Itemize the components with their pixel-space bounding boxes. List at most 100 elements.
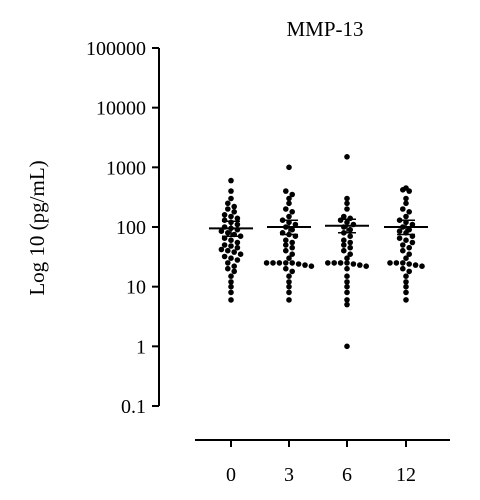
data-point	[283, 242, 289, 248]
data-point	[403, 213, 409, 220]
data-point	[228, 289, 234, 296]
data-point	[234, 215, 241, 222]
data-point	[347, 233, 354, 239]
data-point	[228, 213, 234, 220]
data-point	[221, 253, 228, 260]
data-point	[344, 195, 350, 202]
data-point	[289, 239, 296, 246]
y-axis-ticks: 0.1 1 10 100 1000 10000 100000	[86, 38, 159, 418]
data-point	[283, 247, 289, 254]
data-point	[289, 268, 296, 275]
mean-lines	[209, 218, 428, 237]
data-point	[400, 265, 406, 272]
data-point	[409, 221, 416, 228]
data-point	[225, 230, 231, 236]
data-point	[341, 247, 347, 254]
data-point	[231, 268, 237, 275]
data-point	[409, 239, 416, 246]
data-point	[231, 263, 237, 270]
data-points	[218, 154, 425, 350]
y-tick-label: 0.1	[121, 396, 146, 418]
data-point	[289, 209, 296, 215]
data-point	[221, 242, 228, 248]
data-point	[228, 273, 234, 280]
data-point	[406, 188, 413, 194]
data-point	[347, 239, 354, 246]
data-point	[393, 260, 400, 266]
data-point	[337, 217, 344, 223]
data-point	[341, 237, 347, 243]
data-point	[341, 242, 347, 248]
data-point	[344, 206, 350, 212]
data-point	[344, 265, 350, 272]
data-point	[344, 260, 350, 266]
data-point	[231, 209, 237, 215]
data-point	[263, 260, 270, 266]
data-point	[225, 265, 231, 272]
data-point	[344, 343, 350, 350]
x-tick-label: 6	[342, 464, 352, 486]
data-point	[308, 263, 315, 270]
data-point	[283, 206, 289, 212]
y-tick-label: 1000	[106, 157, 146, 179]
data-point	[221, 217, 228, 223]
data-point	[234, 239, 241, 246]
data-point	[331, 260, 338, 266]
data-point	[400, 242, 406, 248]
data-point	[344, 200, 350, 207]
data-point	[363, 263, 370, 270]
data-point	[228, 237, 234, 243]
data-point	[231, 203, 237, 210]
data-point	[344, 289, 350, 296]
data-point	[302, 262, 308, 268]
data-point	[387, 260, 393, 266]
data-point	[286, 255, 292, 261]
data-point	[419, 263, 425, 270]
y-tick-label: 100000	[86, 38, 146, 60]
data-point	[403, 237, 409, 243]
data-point	[337, 260, 344, 266]
data-point	[286, 283, 292, 290]
data-point	[286, 297, 292, 303]
data-point	[344, 273, 350, 280]
y-tick-label: 10	[126, 277, 146, 299]
data-point	[403, 283, 409, 290]
data-point	[344, 279, 350, 285]
data-point	[228, 177, 234, 184]
data-point	[295, 261, 302, 267]
data-point	[403, 273, 409, 280]
data-point	[283, 237, 289, 243]
y-tick-label: 100	[116, 217, 146, 239]
data-point	[283, 188, 289, 194]
data-point	[341, 213, 347, 220]
data-point	[228, 243, 234, 249]
data-point	[400, 187, 406, 193]
data-point	[276, 260, 283, 266]
data-point	[286, 289, 292, 296]
data-point	[283, 260, 289, 266]
data-point	[221, 212, 228, 218]
data-point	[228, 195, 234, 202]
data-point	[403, 279, 409, 285]
data-point	[234, 221, 241, 228]
data-point	[289, 226, 296, 233]
axes	[158, 48, 450, 441]
data-point	[228, 255, 234, 261]
y-tick-label: 10000	[96, 98, 146, 120]
data-point	[406, 268, 413, 275]
data-point	[270, 260, 276, 266]
data-point	[289, 244, 296, 251]
data-point	[412, 262, 419, 268]
data-point	[283, 265, 289, 272]
data-point	[406, 261, 413, 267]
data-point	[347, 251, 354, 257]
data-point	[234, 257, 241, 263]
data-point	[286, 200, 292, 207]
data-point	[228, 297, 234, 303]
data-point	[325, 260, 331, 266]
data-point	[403, 200, 409, 207]
data-point	[286, 273, 292, 280]
data-point	[225, 200, 231, 207]
data-point	[400, 260, 406, 266]
